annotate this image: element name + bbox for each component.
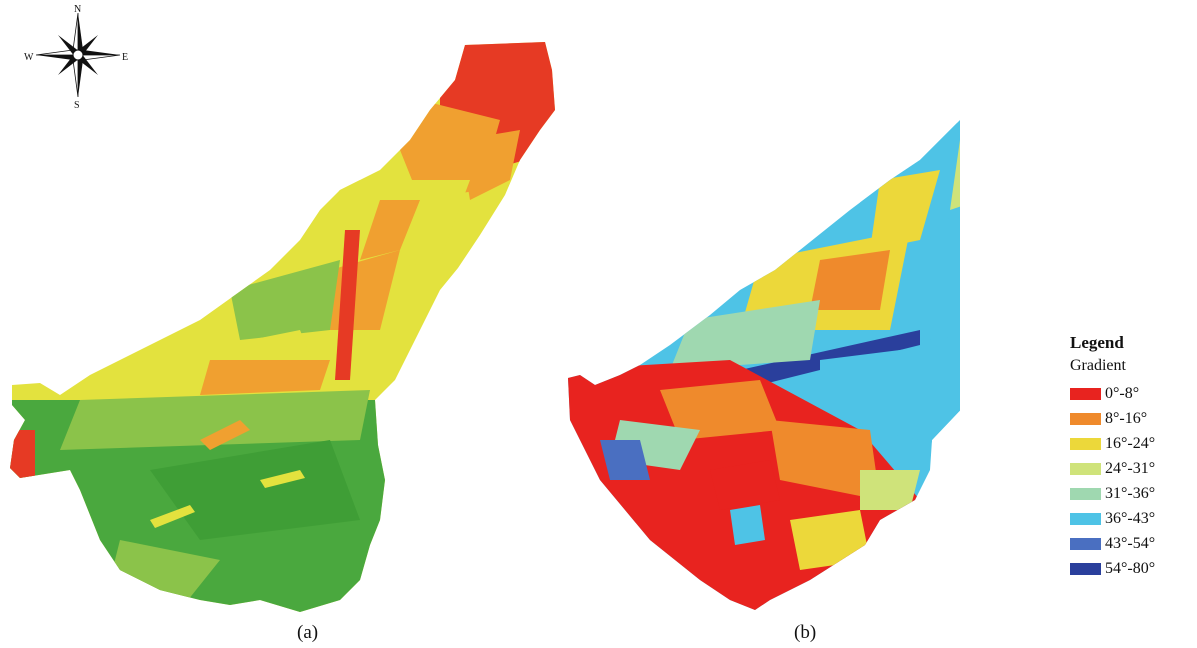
- slope-raster-a: [10, 42, 555, 612]
- legend-subtitle: Gradient: [1070, 357, 1126, 374]
- legend-items: 0°-8° 8°-16° 16°-24° 24°-31° 31°-36° 36°-43° 4…: [1070, 381, 1195, 581]
- compass-east-label: E: [122, 52, 129, 63]
- compass-south-label: S: [74, 100, 80, 111]
- legend-swatch: [1070, 487, 1101, 500]
- caption-b: (b): [794, 622, 817, 643]
- compass-rose-icon: [35, 12, 121, 98]
- slope-map-b: [568, 18, 960, 610]
- legend-item: 16°-24°: [1070, 431, 1195, 456]
- legend-title: Legend: [1070, 333, 1124, 352]
- legend-swatch: [1070, 462, 1101, 475]
- legend-item: 36°-43°: [1070, 506, 1195, 531]
- legend-label: 36°-43°: [1105, 509, 1156, 527]
- legend-label: 16°-24°: [1105, 434, 1156, 452]
- caption-a: (a): [297, 622, 319, 643]
- legend-swatch: [1070, 387, 1101, 400]
- legend-item: 31°-36°: [1070, 481, 1195, 506]
- legend-label: 8°-16°: [1105, 409, 1148, 427]
- legend-item: 54°-80°: [1070, 556, 1195, 581]
- legend-item: 43°-54°: [1070, 531, 1195, 556]
- slope-raster-b: [568, 18, 960, 610]
- legend-label: 43°-54°: [1105, 534, 1156, 552]
- legend-swatch: [1070, 512, 1101, 525]
- slope-map-a: [10, 12, 555, 612]
- legend-swatch: [1070, 437, 1101, 450]
- legend: Legend Gradient 0°-8° 8°-16° 16°-24° 24°-31…: [1070, 333, 1195, 581]
- legend-label: 24°-31°: [1105, 459, 1156, 477]
- legend-label: 31°-36°: [1105, 484, 1156, 502]
- legend-swatch: [1070, 537, 1101, 550]
- legend-item: 0°-8°: [1070, 381, 1195, 406]
- legend-swatch: [1070, 562, 1101, 575]
- legend-item: 24°-31°: [1070, 456, 1195, 481]
- legend-label: 54°-80°: [1105, 559, 1156, 577]
- legend-item: 8°-16°: [1070, 406, 1195, 431]
- legend-label: 0°-8°: [1105, 384, 1140, 402]
- compass-west-label: W: [24, 52, 34, 63]
- legend-swatch: [1070, 412, 1101, 425]
- compass-north-label: N: [74, 4, 82, 15]
